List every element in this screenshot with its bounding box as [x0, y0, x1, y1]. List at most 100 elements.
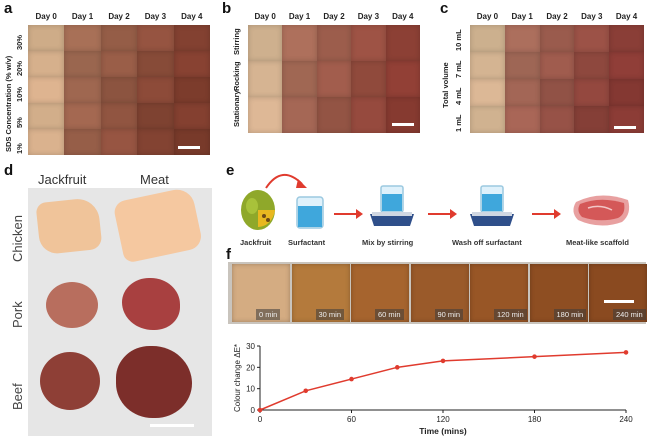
row-label: 1%: [15, 143, 24, 154]
time-label: 120 min: [494, 309, 527, 320]
panel-d-row-chicken: Chicken: [10, 215, 25, 262]
sample-tile: [137, 25, 174, 51]
row-label: Rocking: [232, 61, 241, 91]
panel-a-letter: a: [4, 0, 13, 17]
sample-tile: [539, 79, 575, 106]
sample-tile: [574, 25, 610, 52]
data-point: [623, 350, 629, 355]
sample-tile: [470, 79, 505, 106]
column-header: Day 3: [357, 12, 380, 21]
sample-tile: [539, 52, 575, 79]
panel-b-letter: b: [222, 0, 232, 17]
panel-a-scale-bar: [178, 146, 200, 149]
stirrer-icon: [370, 185, 414, 226]
column-header: Day 2: [323, 12, 345, 21]
sample-tile: [173, 103, 210, 129]
y-tick-label: 10: [246, 385, 255, 394]
time-label: 240 min: [613, 309, 646, 320]
column-header: Day 0: [254, 12, 276, 21]
sample-tile: [28, 51, 65, 77]
arrow-icon-3: [532, 209, 561, 219]
column-header: Day 2: [546, 12, 568, 21]
sample-tile: [316, 97, 352, 133]
data-point: [257, 407, 263, 413]
panel-a-image-grid: [28, 25, 210, 155]
sample-tile: [64, 129, 101, 155]
arrow-icon-1: [334, 209, 363, 219]
sample-tile: [282, 61, 317, 97]
sample-tile: [100, 25, 138, 51]
sample-tile: [385, 61, 420, 97]
sample-tile: [609, 79, 644, 106]
meat-beef-sample: [116, 346, 192, 418]
sample-tile: [248, 97, 283, 133]
meat-pork-sample: [122, 278, 180, 330]
sample-tile: [100, 51, 138, 77]
sample-tile: [539, 106, 575, 133]
sample-tile: [504, 106, 540, 133]
sample-tile: [173, 51, 210, 77]
sample-tile: [248, 25, 283, 61]
data-point: [532, 354, 537, 359]
x-tick-label: 180: [528, 415, 542, 424]
sample-tile: [137, 77, 174, 103]
x-tick-label: 60: [347, 415, 356, 424]
time-label: 0 min: [256, 309, 281, 320]
sample-tile: [100, 103, 138, 129]
sample-tile: [28, 77, 65, 103]
panel-c-image-grid: [470, 25, 644, 133]
sample-tile: [385, 97, 420, 133]
sample-tile: [28, 25, 65, 51]
column-header: Day 4: [615, 12, 638, 21]
row-label: 7 mL: [454, 59, 463, 78]
x-tick-label: 120: [436, 415, 450, 424]
sample-tile: [574, 52, 610, 79]
panel-b-scale-bar: [392, 123, 414, 126]
step-label-jackfruit: Jackfruit: [240, 238, 272, 247]
panel-c-scale-bar: [614, 126, 636, 129]
column-header: Day 1: [511, 12, 533, 21]
data-point: [349, 376, 354, 382]
column-header: Day 2: [108, 12, 130, 21]
x-axis-title: Time (mins): [419, 426, 467, 436]
sample-tile: [64, 25, 101, 51]
sample-tile: [574, 106, 610, 133]
sample-tile: [351, 97, 386, 133]
step-label-mix: Mix by stirring: [362, 238, 414, 247]
x-tick-label: 240: [619, 415, 633, 424]
x-tick-label: 0: [258, 415, 263, 424]
y-tick-label: 30: [246, 342, 255, 351]
sample-tile: [316, 25, 352, 61]
sample-tile: [504, 25, 540, 52]
jackfruit-pork-sample: [46, 282, 98, 328]
column-header: Day 3: [144, 12, 167, 21]
sample-tile: [173, 129, 210, 155]
time-label: 30 min: [315, 309, 345, 320]
surfactant-beaker-icon: [296, 196, 324, 229]
time-label: 90 min: [434, 309, 464, 320]
panel-f-scale-bar: [604, 300, 634, 303]
panel-a-axis-label: SDS Concentration (% w/v): [4, 55, 13, 152]
sample-tile: [137, 103, 174, 129]
sample-tile: [137, 129, 174, 155]
sample-tile: [609, 25, 644, 52]
sample-tile: [28, 129, 65, 155]
sample-tile: [316, 61, 352, 97]
sample-tile: [282, 97, 317, 133]
row-label: 30%: [15, 34, 24, 50]
steak-icon: [573, 195, 630, 226]
sample-tile: [351, 61, 386, 97]
data-point: [440, 358, 446, 364]
time-label: 60 min: [375, 309, 404, 320]
row-label: 10 mL: [454, 28, 463, 51]
panel-d-row-pork: Pork: [10, 301, 25, 328]
sample-tile: [64, 51, 101, 77]
jackfruit-beef-sample: [40, 352, 100, 410]
column-header: Day 3: [581, 12, 603, 21]
y-tick-label: 0: [251, 406, 256, 415]
column-header: Day 1: [71, 12, 94, 21]
step-label-wash: Wash off surfactant: [452, 238, 522, 247]
jackfruit-icon: [241, 190, 275, 230]
column-header: Day 0: [476, 12, 499, 21]
panel-d-header-jackfruit: Jackfruit: [38, 172, 87, 187]
